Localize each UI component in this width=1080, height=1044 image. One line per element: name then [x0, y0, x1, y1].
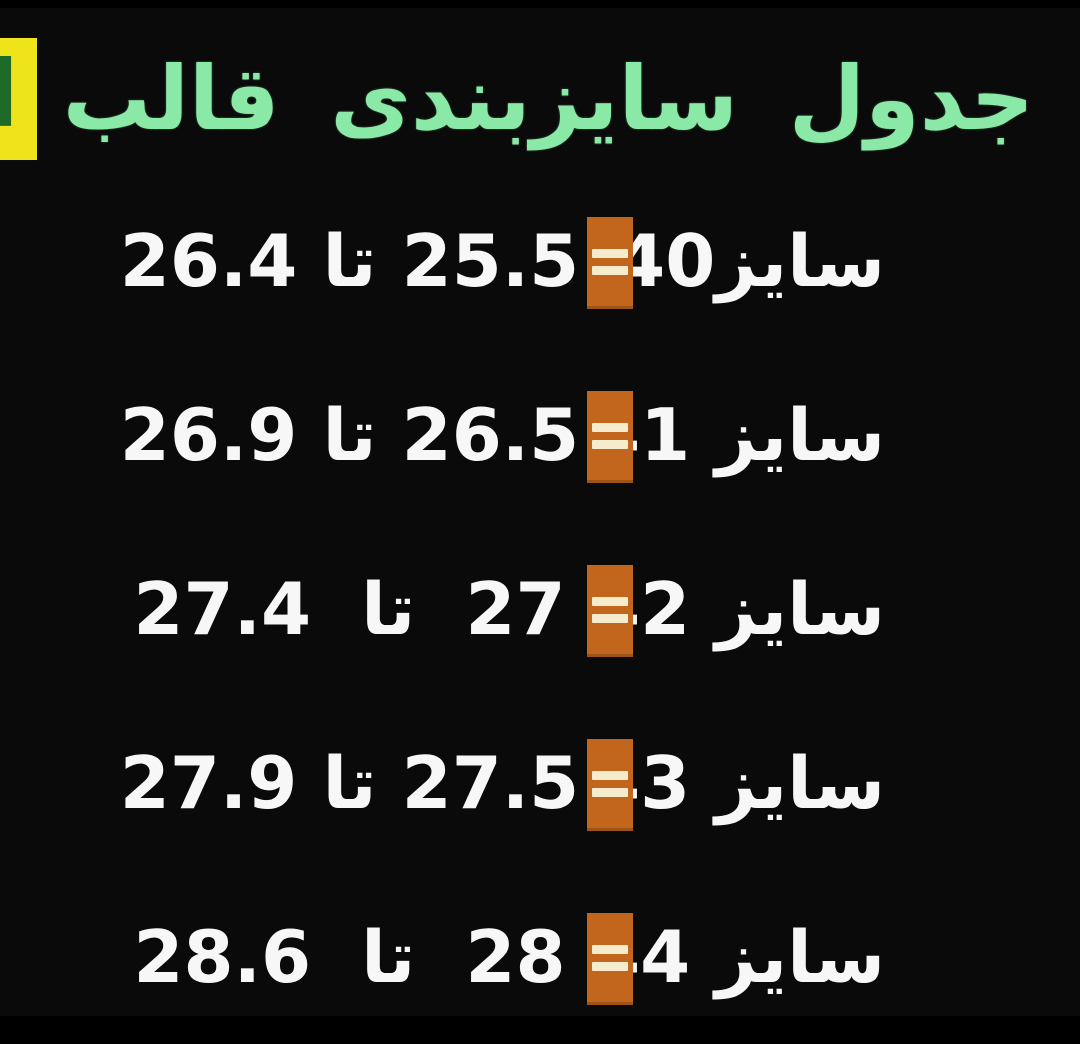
equals-bar-bottom: [592, 613, 628, 623]
equals-bar-top: [592, 944, 628, 954]
size-label: سایز 44: [590, 915, 885, 999]
size-row-44: سایز 44 28 تا 28.6: [0, 870, 1080, 1044]
size-table: سایز40 25.5 تا 26.4 سایز 41 26.5 تا 26.9…: [0, 174, 1080, 1044]
equals-icon: [587, 391, 633, 483]
size-label: سایز 41: [590, 393, 885, 477]
equals-bar-bottom: [592, 787, 628, 797]
size-row-41: سایز 41 26.5 تا 26.9: [0, 348, 1080, 522]
size-label: سایز 43: [590, 741, 885, 825]
equals-icon: [587, 739, 633, 831]
size-row-43: سایز 43 27.5 تا 27.9: [0, 696, 1080, 870]
page-title: جدول سایزبندی قالب استاندارد: [0, 8, 1080, 180]
equals-bar-bottom: [592, 265, 628, 275]
equals-bar-top: [592, 422, 628, 432]
equals-bar-top: [592, 596, 628, 606]
size-range: 28 تا 28.6: [133, 915, 566, 999]
size-range: 25.5 تا 26.4: [119, 219, 580, 303]
equals-icon: [587, 565, 633, 657]
equals-icon: [587, 217, 633, 309]
size-label: سایز40: [615, 219, 885, 303]
size-row-40: سایز40 25.5 تا 26.4: [0, 174, 1080, 348]
title-text: جدول سایزبندی قالب: [62, 47, 1034, 150]
size-range: 27 تا 27.4: [133, 567, 566, 651]
size-label: سایز 42: [590, 567, 885, 651]
size-chart-poster: جدول سایزبندی قالب استاندارد سایز40 25.5…: [0, 8, 1080, 1005]
size-range: 27.5 تا 27.9: [119, 741, 580, 825]
equals-bar-bottom: [592, 439, 628, 449]
title-highlight: استاندارد: [0, 38, 37, 160]
size-row-42: سایز 42 27 تا 27.4: [0, 522, 1080, 696]
equals-bar-top: [592, 248, 628, 258]
equals-bar-top: [592, 770, 628, 780]
equals-icon: [587, 913, 633, 1005]
size-range: 26.5 تا 26.9: [119, 393, 580, 477]
equals-bar-bottom: [592, 961, 628, 971]
